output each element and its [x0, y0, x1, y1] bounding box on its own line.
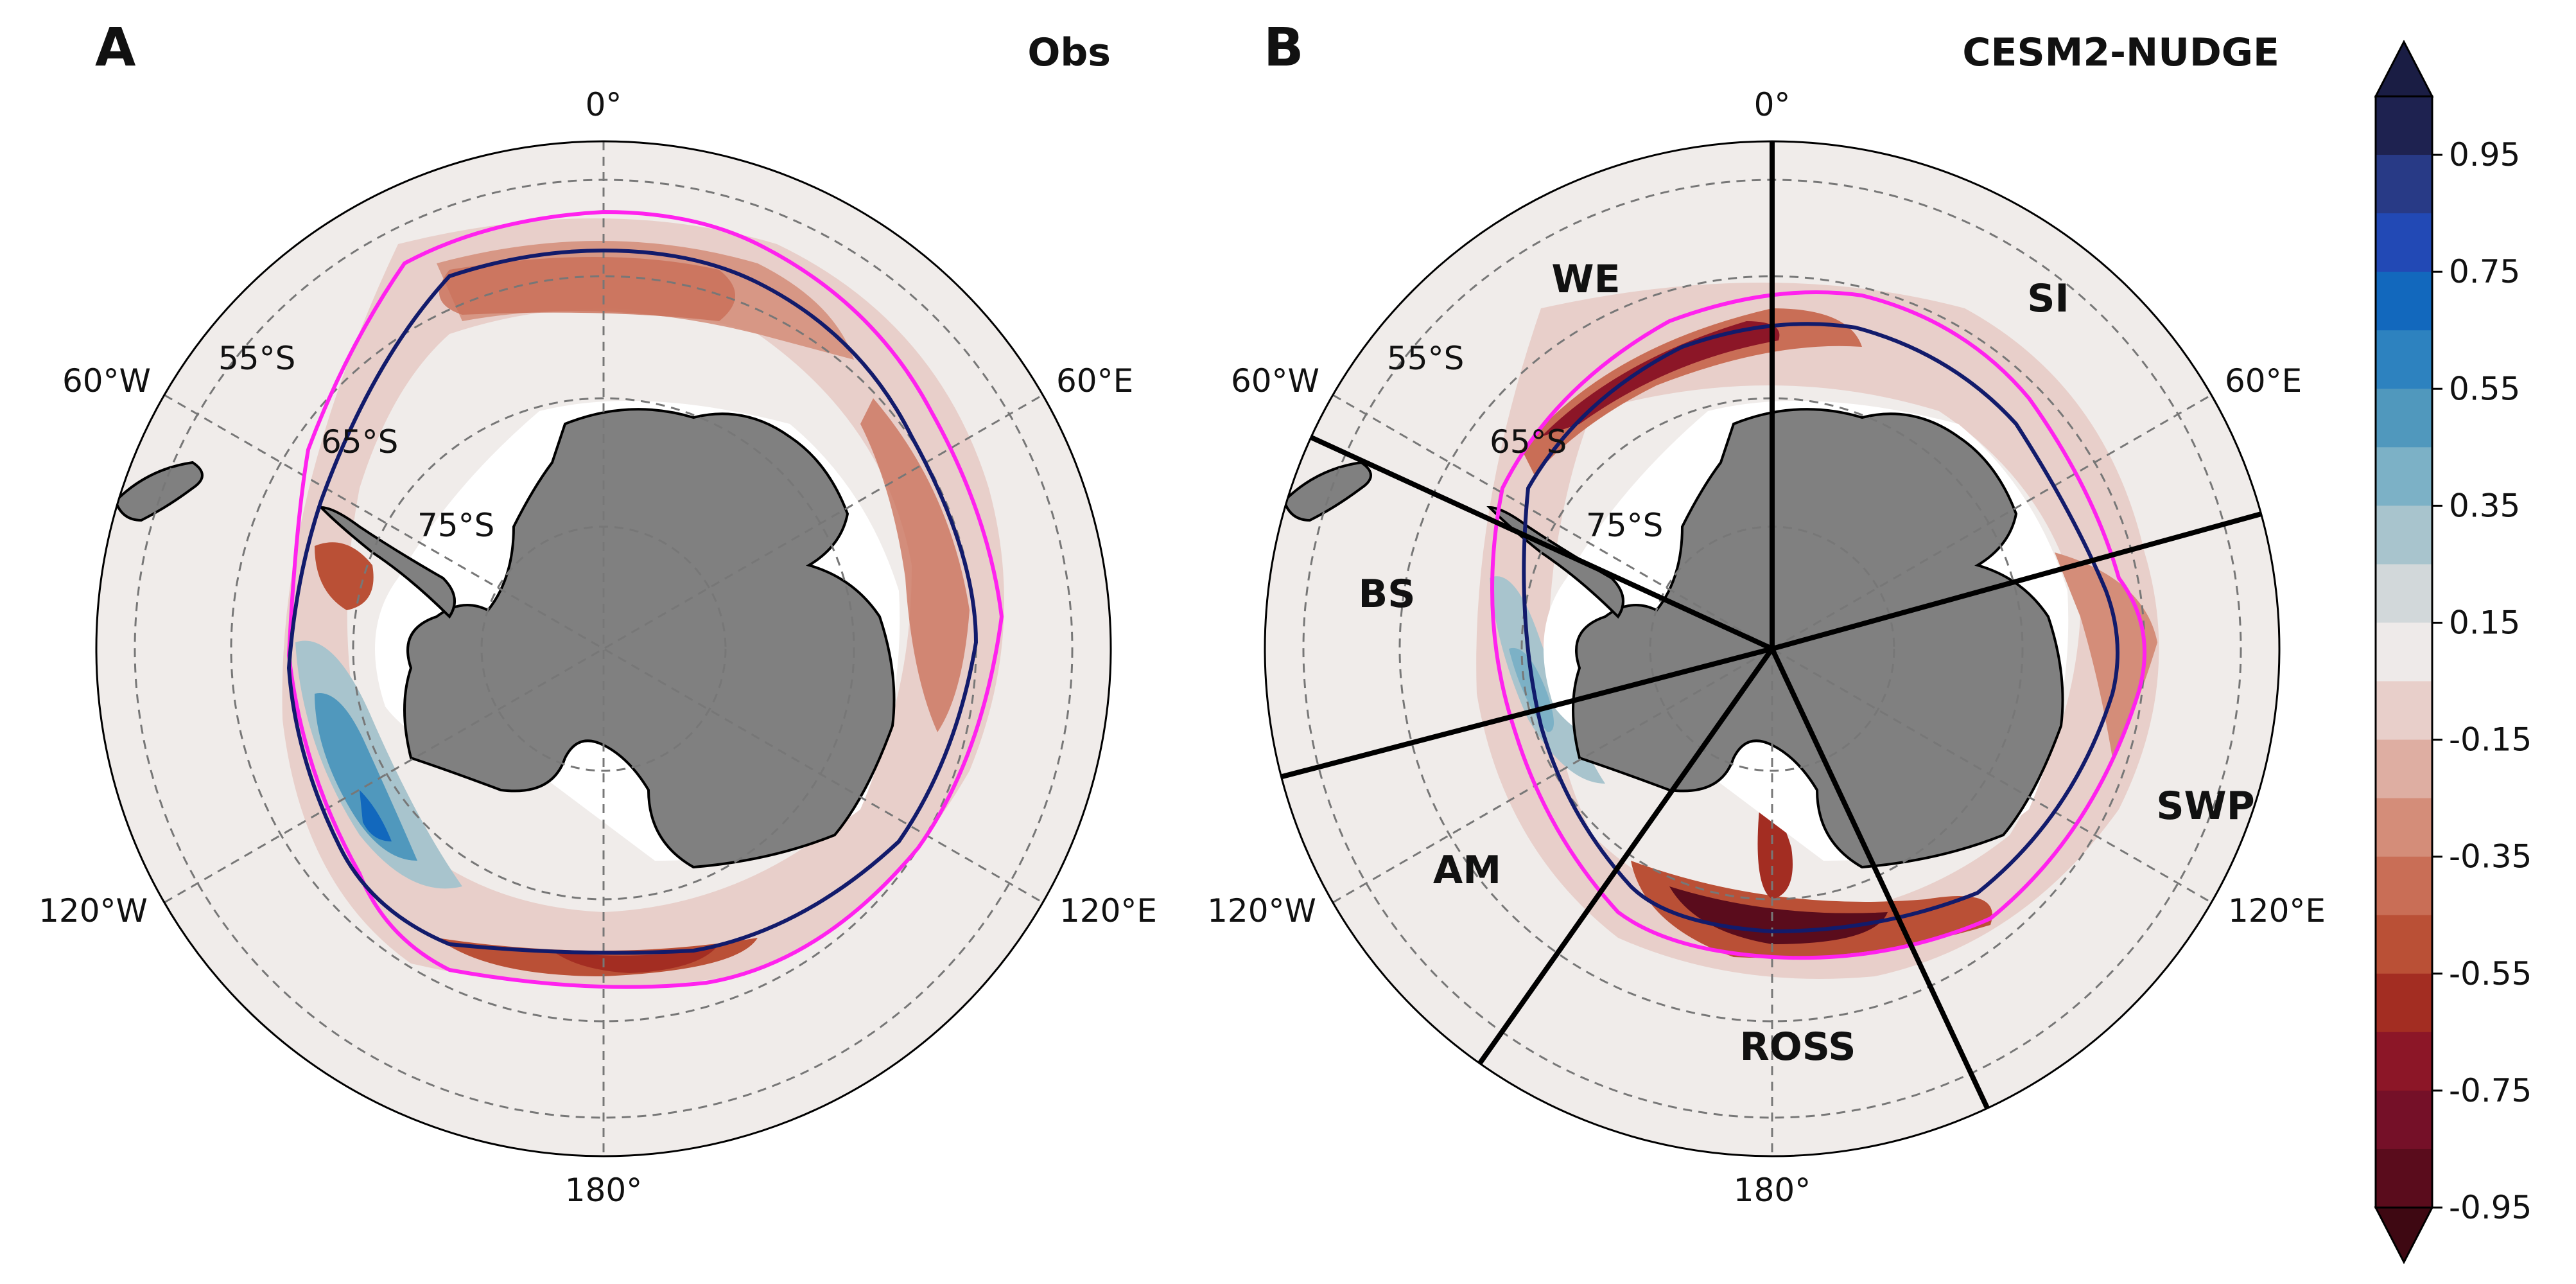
lon-label-60e: 60°E — [1056, 362, 1133, 400]
colorbar-segment — [2376, 96, 2432, 155]
anomaly-ross-plume — [1757, 808, 1793, 899]
colorbar-tick-label: -0.35 — [2449, 838, 2532, 875]
anomaly-positive-mid — [315, 693, 417, 861]
colorbar-segment — [2376, 798, 2432, 857]
lon-label-60w: 60°W — [62, 362, 151, 400]
lon-label-0: 0° — [586, 86, 622, 123]
anomaly-east-strong — [860, 398, 970, 732]
anomaly-east-mid — [2055, 552, 2157, 758]
colorbar-tick-label: -0.15 — [2449, 721, 2532, 759]
anomaly-weddell-strong — [439, 257, 735, 321]
south-america-tip — [114, 461, 204, 522]
colorbar-segment — [2376, 1148, 2432, 1208]
colorbar-frame — [2374, 95, 2433, 1209]
colorbar-segment — [2376, 506, 2432, 565]
map-frame — [1264, 140, 2281, 1157]
anomaly-peninsula-strong — [315, 542, 374, 610]
colorbar-segment — [2376, 622, 2432, 682]
lat-label-55s: 55°S — [1387, 340, 1464, 377]
colorbar-segment — [2376, 1032, 2432, 1091]
region-label-am: AM — [1433, 848, 1501, 893]
panel-a-map — [95, 140, 1112, 1157]
colorbar-segment — [2376, 915, 2432, 974]
colorbar-tick-label: 0.15 — [2449, 604, 2520, 641]
colorbar-segment — [2376, 330, 2432, 389]
colorbar-segment — [2376, 681, 2432, 741]
anomaly-ring-light — [282, 218, 1004, 987]
panel-b-title: CESM2-NUDGE — [1962, 30, 2279, 75]
model-magenta-contour — [1490, 290, 2146, 960]
lon-label-120w: 120°W — [1207, 892, 1316, 929]
lon-label-120e: 120°E — [1059, 892, 1157, 929]
lat-label-75s: 75°S — [417, 507, 494, 544]
lat-label-55s: 55°S — [218, 340, 295, 377]
antarctica-land — [403, 408, 896, 869]
colorbar-segment — [2376, 739, 2432, 799]
region-label-we: WE — [1551, 257, 1620, 302]
region-label-ross: ROSS — [1740, 1025, 1856, 1069]
colorbar-segment — [2376, 856, 2432, 916]
colorbar-segment — [2376, 389, 2432, 448]
anomaly-weddell-mid — [1522, 308, 1862, 475]
map-frame — [95, 140, 1112, 1157]
colorbar-segment — [2376, 447, 2432, 506]
colorbar-tick-label: 0.35 — [2449, 487, 2520, 524]
south-america-tip — [1282, 461, 1372, 522]
lon-label-120w: 120°W — [39, 892, 148, 929]
lat-label-75s: 75°S — [1586, 507, 1663, 544]
region-label-bs: BS — [1359, 572, 1416, 617]
colorbar-segment — [2376, 1090, 2432, 1150]
colorbar-extend-down-arrow — [2374, 1206, 2434, 1265]
sector-boundaries — [1278, 141, 2263, 1109]
region-label-si: SI — [2027, 276, 2069, 321]
lon-label-0: 0° — [1754, 86, 1791, 123]
model-navy-contour — [1522, 322, 2119, 934]
lon-label-180: 180° — [565, 1172, 642, 1209]
lon-label-180: 180° — [1734, 1172, 1811, 1209]
anomaly-ross-mid — [1631, 861, 1992, 958]
obs-navy-contour — [286, 248, 979, 955]
colorbar-tick-label: -0.75 — [2449, 1072, 2532, 1109]
colorbar-segment — [2376, 213, 2432, 272]
lon-label-120e: 120°E — [2228, 892, 2326, 929]
panel-a-letter: A — [95, 17, 136, 78]
anomaly-ross-strongest — [552, 944, 719, 973]
colorbar-tick-label: -0.55 — [2449, 955, 2532, 992]
colorbar-segment — [2376, 272, 2432, 331]
colorbar-tick-label: 0.55 — [2449, 370, 2520, 407]
anomaly-positive-strong — [360, 790, 392, 841]
panel-a-title: Obs — [1027, 30, 1111, 75]
colorbar-extend-up-arrow — [2374, 39, 2434, 98]
lon-label-60e: 60°E — [2225, 362, 2302, 400]
lat-label-65s: 65°S — [321, 423, 398, 461]
antarctic-peninsula — [318, 506, 456, 619]
obs-magenta-contour — [286, 209, 1004, 989]
panel-b-letter: B — [1264, 17, 1304, 78]
colorbar-segment — [2376, 564, 2432, 624]
anomaly-ring-light — [1476, 283, 2159, 979]
colorbar-segment — [2376, 155, 2432, 214]
colorbar-tick-label: 0.75 — [2449, 253, 2520, 290]
lat-label-65s: 65°S — [1490, 423, 1567, 461]
colorbar: 0.95 0.75 0.55 0.35 0.15 -0.15 -0.35 -0.55 -0.75… — [2374, 39, 2532, 1265]
colorbar-tick-label: -0.95 — [2449, 1189, 2532, 1226]
colorbar-tick-label: 0.95 — [2449, 136, 2520, 173]
lon-label-60w: 60°W — [1231, 362, 1319, 400]
anomaly-weddell-strong — [1541, 321, 1780, 437]
colorbar-segment — [2376, 973, 2432, 1033]
region-label-swp: SWP — [2156, 784, 2254, 829]
panel-b-map — [1264, 140, 2281, 1157]
